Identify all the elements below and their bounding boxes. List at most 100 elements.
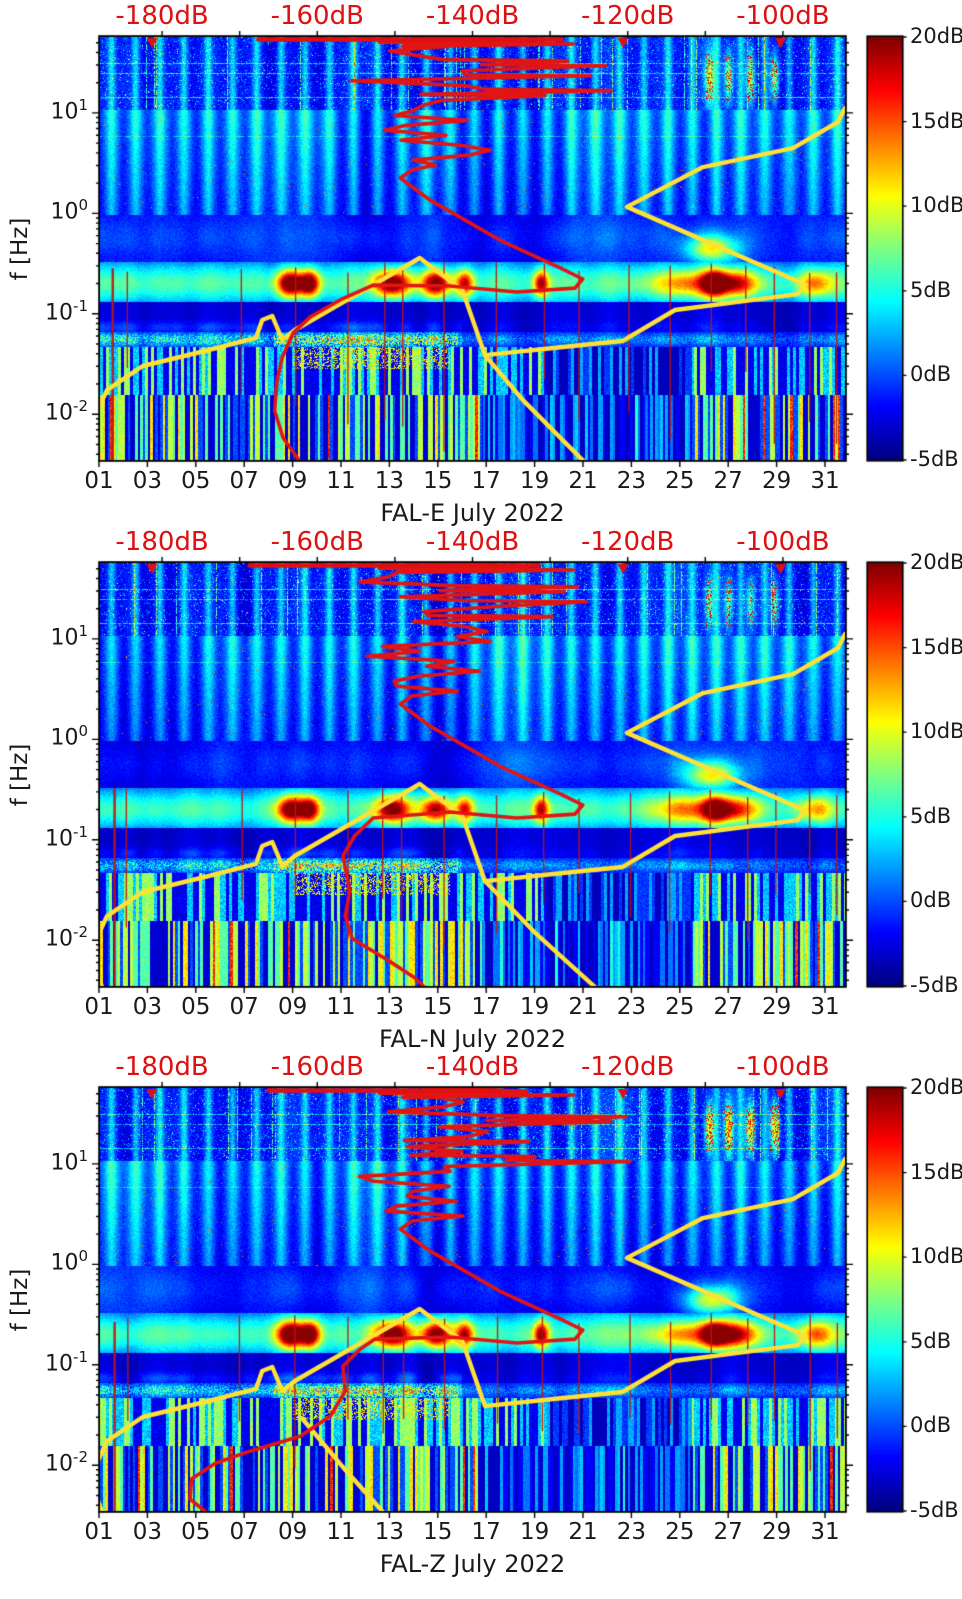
y-tick-label: 10-2 [45, 1448, 88, 1477]
colorbar-tick-label: -5dB [910, 447, 959, 471]
x-tick-label: 31 [810, 468, 840, 494]
x-tick-label: 25 [665, 1519, 695, 1545]
x-tick-label: 11 [326, 468, 356, 494]
top-axis-tick-label: -180dB [115, 1052, 209, 1082]
y-tick-label: 100 [50, 722, 88, 751]
y-axis-label: f [Hz] [7, 1268, 33, 1331]
x-tick-label: 05 [181, 1519, 211, 1545]
x-tick-label: 29 [761, 468, 792, 494]
x-tick-label: 27 [713, 468, 743, 494]
x-tick-label: 07 [229, 1519, 259, 1545]
x-tick-label: 05 [181, 994, 211, 1020]
y-tick-label: 10-2 [45, 923, 88, 952]
spectrogram-canvas-fal-z [60, 1072, 960, 1542]
top-axis-tick-label: -140dB [425, 1052, 520, 1082]
x-tick-label: 29 [761, 1519, 792, 1545]
x-tick-label: 17 [471, 468, 501, 494]
top-axis-tick-label: -140dB [425, 527, 520, 557]
colorbar-tick-label: 20dB [910, 1075, 962, 1099]
x-tick-label: 15 [423, 1519, 453, 1545]
top-axis-tick-label: -160dB [270, 527, 364, 557]
x-tick-label: 13 [374, 994, 405, 1020]
colorbar-tick-label: 0dB [910, 888, 952, 913]
colorbar-tick-label: 0dB [910, 1413, 952, 1438]
y-tick-label: 101 [50, 1146, 88, 1176]
x-tick-label: 29 [761, 994, 792, 1020]
panel-xlabel-fal-e: FAL-E July 2022 [380, 499, 565, 527]
y-tick-label: 10-1 [45, 296, 88, 326]
colorbar-tick-label: 15dB [910, 634, 962, 659]
x-tick-label: 03 [132, 1519, 163, 1545]
top-axis-tick-label: -100dB [736, 527, 830, 557]
colorbar-tick-label: 10dB [910, 719, 962, 744]
x-tick-label: 13 [374, 1519, 405, 1545]
y-tick-label: 10-1 [45, 1347, 88, 1377]
colorbar-tick-label: 15dB [910, 108, 962, 133]
x-tick-label: 21 [568, 468, 598, 494]
y-tick-label: 101 [50, 95, 88, 125]
top-axis-tick-label: -100dB [736, 1, 830, 31]
x-tick-label: 27 [713, 1519, 743, 1545]
x-tick-label: 13 [374, 468, 405, 494]
x-tick-label: 11 [326, 994, 356, 1020]
y-tick-label: 10-2 [45, 397, 88, 426]
panel-xlabel-fal-z: FAL-Z July 2022 [379, 1550, 566, 1578]
y-tick-label: 101 [50, 621, 88, 651]
top-axis-tick-label: -180dB [115, 527, 209, 557]
x-tick-label: 03 [132, 468, 163, 494]
y-tick-label: 10-1 [45, 822, 88, 852]
x-tick-label: 15 [423, 468, 453, 494]
colorbar-tick-label: 0dB [910, 362, 952, 387]
x-tick-label: 03 [132, 994, 163, 1020]
spectrogram-canvas-fal-e [60, 21, 960, 491]
top-axis-tick-label: -160dB [270, 1052, 364, 1082]
colorbar-tick-label: 5dB [910, 803, 952, 828]
x-tick-label: 01 [84, 1519, 114, 1545]
top-axis-tick-label: -120dB [581, 1052, 675, 1082]
panel-xlabel-fal-n: FAL-N July 2022 [378, 1025, 567, 1053]
top-axis-tick-label: -100dB [736, 1052, 830, 1082]
x-tick-label: 05 [181, 468, 211, 494]
x-tick-label: 23 [616, 468, 647, 494]
x-tick-label: 17 [471, 994, 501, 1020]
x-tick-label: 19 [519, 1519, 550, 1545]
y-axis-label: f [Hz] [7, 743, 33, 806]
x-tick-label: 07 [229, 468, 259, 494]
colorbar-tick-label: -5dB [910, 973, 959, 997]
top-axis-tick-label: -120dB [581, 1, 675, 31]
top-axis-tick-label: -120dB [581, 527, 675, 557]
colorbar-tick-label: 5dB [910, 277, 952, 302]
x-tick-label: 09 [277, 468, 308, 494]
x-tick-label: 01 [84, 468, 114, 494]
x-tick-label: 11 [326, 1519, 356, 1545]
x-tick-label: 17 [471, 1519, 501, 1545]
x-tick-label: 21 [568, 994, 598, 1020]
x-tick-label: 23 [616, 1519, 647, 1545]
colorbar-tick-label: 15dB [910, 1159, 962, 1184]
top-axis-tick-label: -140dB [425, 1, 520, 31]
x-tick-label: 25 [665, 468, 695, 494]
colorbar-tick-label: 10dB [910, 193, 962, 218]
x-tick-label: 01 [84, 994, 114, 1020]
y-tick-label: 100 [50, 1247, 88, 1276]
x-tick-label: 09 [277, 1519, 308, 1545]
x-tick-label: 09 [277, 994, 308, 1020]
top-axis-tick-label: -160dB [270, 1, 364, 31]
y-tick-label: 100 [50, 196, 88, 225]
colorbar-tick-label: 5dB [910, 1328, 952, 1353]
x-tick-label: 21 [568, 1519, 598, 1545]
colorbar-tick-label: -5dB [910, 1498, 959, 1522]
x-tick-label: 07 [229, 994, 259, 1020]
x-tick-label: 31 [810, 994, 840, 1020]
x-tick-label: 31 [810, 1519, 840, 1545]
x-tick-label: 23 [616, 994, 647, 1020]
x-tick-label: 25 [665, 994, 695, 1020]
colorbar-tick-label: 20dB [910, 24, 962, 48]
x-tick-label: 27 [713, 994, 743, 1020]
x-tick-label: 19 [519, 994, 550, 1020]
colorbar-tick-label: 20dB [910, 550, 962, 574]
x-tick-label: 19 [519, 468, 550, 494]
top-axis-tick-label: -180dB [115, 1, 209, 31]
spectrogram-canvas-fal-n [60, 547, 960, 1017]
